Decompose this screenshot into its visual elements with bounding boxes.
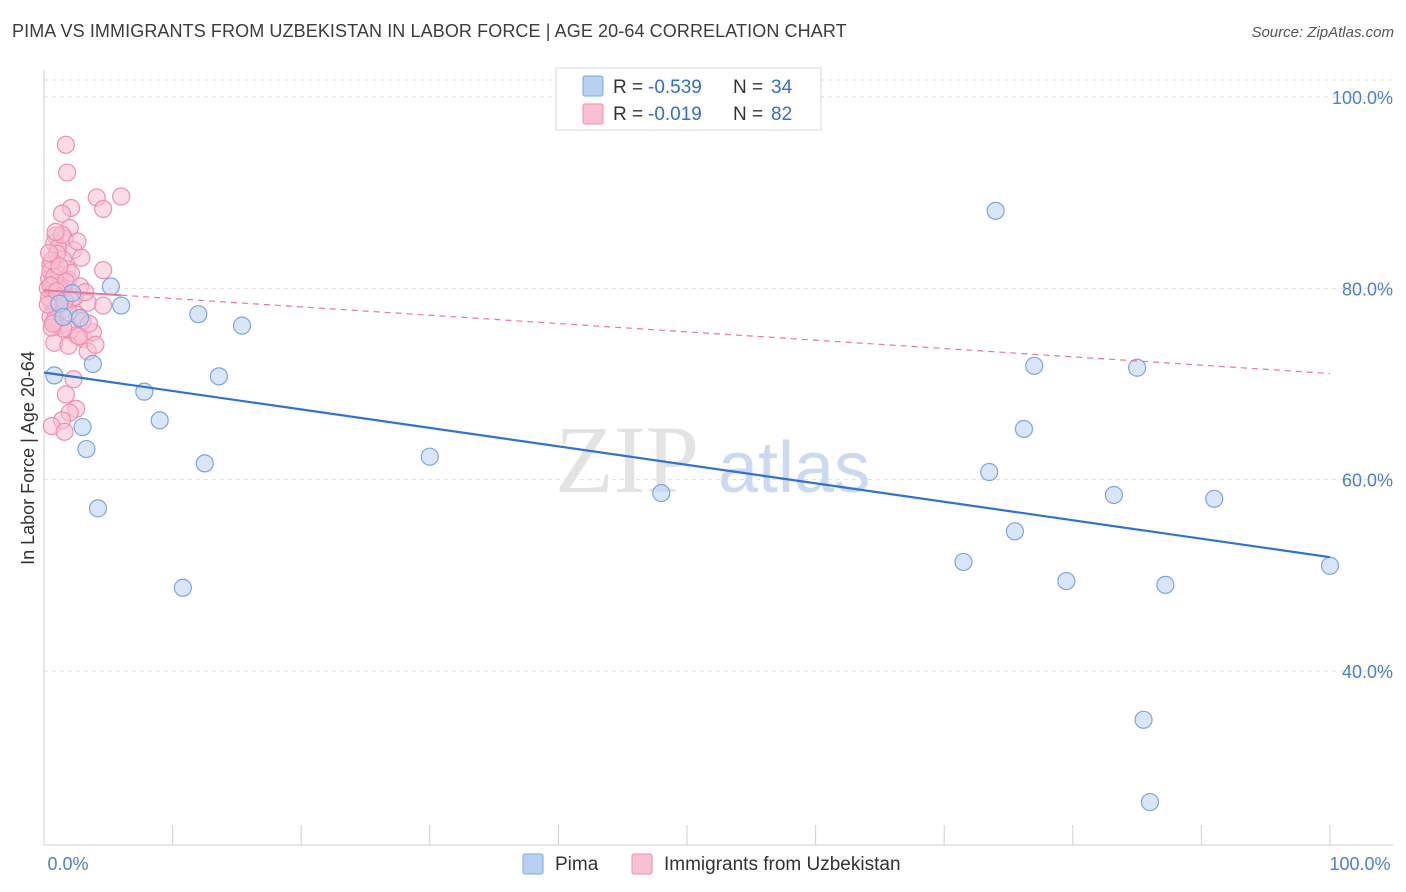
pima-point-14 [195, 454, 214, 473]
pima-point-5 [112, 296, 131, 315]
x-tick-label-max: 100.0% [1329, 854, 1390, 874]
pima-point-27 [1134, 710, 1153, 729]
uzbekistan-point-76 [40, 243, 59, 263]
uzbekistan-point-1 [58, 163, 77, 182]
pima-point-25 [1057, 571, 1076, 591]
y-tick-label-80: 80.0% [1342, 279, 1393, 299]
y-tick-label-100: 100.0% [1332, 88, 1393, 108]
pima-point-10 [150, 411, 169, 430]
pima-trend-line [43, 371, 1331, 559]
pima-point-24 [1127, 358, 1147, 377]
x-tick-label-min: 0.0% [47, 854, 88, 874]
pima-point-31 [1320, 556, 1340, 575]
pima-point-22 [1014, 419, 1034, 439]
uzbekistan-point-32 [94, 296, 113, 315]
legend-r-value-pima: -0.539 [648, 77, 702, 98]
trend-lines [43, 289, 1331, 559]
series-pima-points [45, 201, 1340, 812]
bottom-legend-label-pima: Pima [555, 854, 599, 875]
uzbekistan-point-6 [52, 204, 72, 223]
legend-swatch-pima [582, 75, 604, 97]
pima-point-32 [54, 307, 73, 327]
pima-point-20 [1005, 522, 1025, 541]
pima-point-26 [1104, 485, 1124, 505]
x-ticks [172, 825, 1331, 845]
source-credit: Source: ZipAtlas.com [1251, 24, 1394, 41]
legend-swatch-uzbekistan [582, 103, 604, 125]
series-legend: Pima Immigrants from Uzbekistan [522, 853, 901, 875]
pima-point-12 [209, 367, 228, 386]
pima-point-3 [83, 354, 102, 374]
legend-n-value-pima: 34 [771, 77, 793, 98]
uzbekistan-point-54 [68, 232, 87, 251]
pima-point-28 [1140, 792, 1160, 812]
watermark: ZIP atlas [555, 406, 870, 513]
uzbekistan-point-5 [94, 199, 113, 219]
uzbekistan-trend-line-dashed [121, 294, 1331, 375]
legend-r-value-uzbekistan: -0.019 [648, 104, 702, 125]
pima-point-15 [173, 578, 192, 597]
y-tick-labels: 40.0% 60.0% 80.0% 100.0% [1332, 88, 1393, 682]
uzbekistan-point-0 [56, 135, 75, 154]
pima-point-8 [88, 499, 108, 518]
pima-point-13 [232, 316, 252, 335]
y-tick-label-40: 40.0% [1342, 662, 1393, 682]
bottom-legend-label-uzbekistan: Immigrants from Uzbekistan [664, 854, 901, 875]
legend-n-label-pima: N = [733, 77, 763, 98]
watermark-zip: ZIP [555, 406, 699, 513]
pima-point-17 [652, 483, 671, 503]
pima-point-4 [101, 277, 120, 296]
uzbekistan-point-44 [64, 370, 83, 389]
legend-n-label-uzbekistan: N = [733, 104, 763, 125]
uzbekistan-point-17 [94, 261, 113, 280]
watermark-atlas: atlas [718, 428, 870, 508]
uzbekistan-point-79 [46, 222, 65, 241]
bottom-legend-swatch-pima [522, 853, 544, 875]
pima-point-23 [1025, 356, 1044, 375]
legend-r-label-uzbekistan: R = [613, 104, 643, 125]
uzbekistan-point-77 [50, 257, 69, 276]
uzbekistan-point-3 [112, 187, 131, 206]
uzbekistan-point-45 [56, 385, 75, 404]
pima-point-18 [954, 552, 973, 572]
stats-legend: R = -0.539 N = 34 R = -0.019 N = 82 [555, 67, 822, 131]
pima-point-11 [189, 305, 208, 324]
legend-n-value-uzbekistan: 82 [771, 104, 792, 125]
legend-r-label-pima: R = [613, 77, 643, 98]
uzbekistan-point-50 [55, 422, 74, 441]
pima-point-7 [77, 439, 96, 459]
pima-point-6 [73, 417, 92, 437]
uzbekistan-trend-line-solid [43, 289, 122, 297]
y-tick-label-60: 60.0% [1342, 471, 1393, 491]
pima-point-19 [980, 462, 999, 482]
pima-point-16 [420, 447, 439, 466]
pima-point-29 [1156, 575, 1175, 595]
y-axis-label: In Labor Force | Age 20-64 [18, 351, 38, 565]
pima-point-2 [70, 308, 90, 328]
gridlines [44, 79, 1393, 672]
uzbekistan-point-43 [86, 335, 105, 354]
bottom-legend-swatch-uzbekistan [631, 853, 653, 875]
uzbekistan-point-14 [72, 248, 91, 267]
pima-point-21 [986, 201, 1005, 220]
pima-point-30 [1205, 489, 1224, 508]
uzbekistan-point-61 [69, 327, 88, 346]
chart-title: PIMA VS IMMIGRANTS FROM UZBEKISTAN IN LA… [12, 21, 847, 41]
